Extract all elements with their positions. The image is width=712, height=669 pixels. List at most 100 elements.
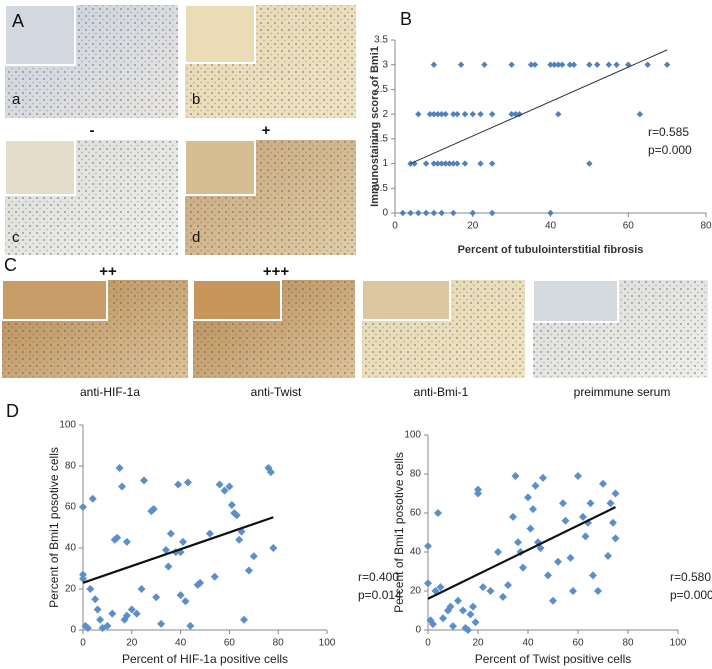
data-point: [181, 597, 190, 606]
data-point: [438, 209, 445, 217]
x-tick-label: 80: [700, 221, 712, 232]
data-point: [415, 209, 422, 217]
data-point: [149, 505, 158, 514]
x-tick-label: 0: [392, 221, 398, 232]
y-tick-label: 2: [382, 109, 388, 120]
data-point: [606, 499, 615, 508]
data-point: [514, 538, 522, 547]
data-point: [508, 110, 515, 118]
data-point: [547, 209, 554, 217]
data-point: [605, 61, 613, 68]
data-point: [269, 544, 278, 552]
data-point: [424, 542, 432, 551]
data-point: [249, 552, 258, 561]
data-point: [547, 61, 554, 68]
data-point: [499, 592, 507, 601]
x-tick-label: 40: [522, 638, 534, 649]
data-point: [574, 471, 582, 480]
data-point: [86, 585, 95, 593]
x-tick-label: 40: [545, 221, 557, 232]
y-tick-label: 40: [65, 543, 77, 554]
data-point: [118, 482, 127, 491]
trend-line: [82, 516, 274, 584]
data-point: [450, 209, 457, 217]
data-point: [227, 500, 236, 509]
data-point: [113, 533, 122, 542]
data-point: [508, 61, 515, 68]
x-tick-label: 0: [80, 638, 86, 649]
micrographs-a: [4, 4, 356, 255]
data-point: [240, 615, 249, 624]
data-point: [471, 618, 480, 627]
data-point: [474, 489, 482, 498]
data-point: [555, 61, 562, 68]
data-point: [504, 581, 512, 590]
data-point: [549, 596, 557, 605]
data-point: [108, 609, 117, 618]
data-point: [466, 610, 475, 619]
data-point: [527, 61, 535, 68]
x-tick-label: 60: [572, 638, 584, 649]
data-point: [115, 464, 124, 473]
data-point: [536, 544, 545, 553]
data-point: [442, 110, 449, 118]
trend-line: [427, 506, 616, 600]
data-point: [164, 562, 173, 571]
y-tick-label: 0.5: [374, 183, 388, 194]
data-point: [663, 61, 671, 68]
x-tick-label: 100: [670, 638, 687, 649]
data-point: [137, 585, 146, 593]
trend-line: [410, 49, 668, 165]
caption: anti-Twist: [251, 385, 302, 399]
data-point: [430, 209, 438, 217]
data-point: [559, 499, 567, 508]
data-point: [464, 626, 472, 634]
data-point: [161, 546, 170, 555]
y-tick-label: 0: [382, 208, 388, 219]
data-point: [459, 606, 467, 615]
y-tick-label: 0: [70, 625, 76, 636]
data-point: [469, 602, 477, 611]
data-point: [526, 524, 535, 533]
data-point: [611, 489, 620, 498]
data-point: [531, 481, 540, 490]
data-point: [581, 532, 590, 541]
data-point: [519, 563, 527, 572]
data-point: [152, 593, 161, 602]
data-point: [439, 614, 447, 623]
data-point: [531, 61, 539, 68]
data-point: [529, 505, 537, 514]
data-point: [586, 160, 593, 167]
panel-label: D: [6, 401, 19, 421]
data-point: [210, 572, 219, 581]
data-point: [79, 503, 87, 511]
panel-label: C: [4, 255, 17, 275]
data-point: [544, 571, 552, 580]
y-tick-label: 100: [59, 420, 76, 431]
data-point: [132, 609, 141, 618]
data-point: [599, 479, 607, 488]
data-point: [266, 468, 275, 477]
grade-label: ++: [99, 263, 117, 280]
data-point: [611, 534, 620, 543]
y-axis-title: Immunostaining score of Bmi1: [369, 46, 381, 207]
data-point: [586, 499, 595, 508]
data-point: [122, 537, 131, 546]
annotation: p=0.014: [358, 588, 402, 602]
x-tick-label: 20: [126, 638, 138, 649]
y-tick-label: 60: [65, 502, 77, 513]
y-tick-label: 20: [410, 586, 422, 597]
data-point: [586, 61, 593, 68]
data-point: [509, 512, 517, 521]
data-point: [205, 529, 214, 538]
data-point: [422, 160, 430, 167]
data-point: [215, 480, 224, 489]
data-point: [88, 494, 97, 503]
data-point: [449, 622, 457, 631]
x-tick-label: 80: [622, 638, 634, 649]
data-point: [450, 110, 457, 118]
data-point: [516, 110, 523, 118]
image-label: a: [12, 91, 21, 108]
x-axis-title: Percent of tubulointerstitial fibrosis: [458, 244, 644, 256]
